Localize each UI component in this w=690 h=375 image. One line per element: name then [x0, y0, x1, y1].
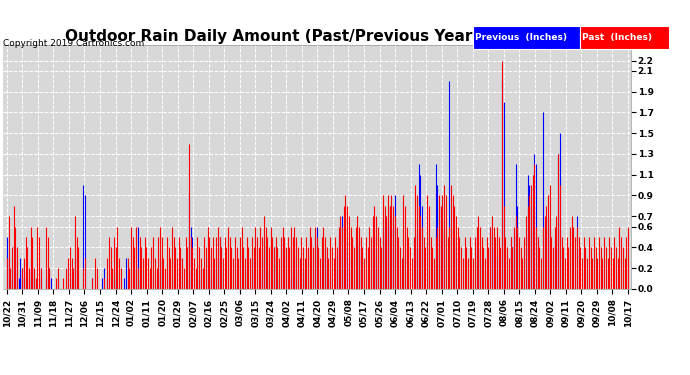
Title: Outdoor Rain Daily Amount (Past/Previous Year) 20191022: Outdoor Rain Daily Amount (Past/Previous…	[65, 29, 570, 44]
Text: Copyright 2019 Cartronics.com: Copyright 2019 Cartronics.com	[3, 39, 145, 48]
Text: Past  (Inches): Past (Inches)	[582, 33, 651, 42]
Text: Previous  (Inches): Previous (Inches)	[475, 33, 566, 42]
